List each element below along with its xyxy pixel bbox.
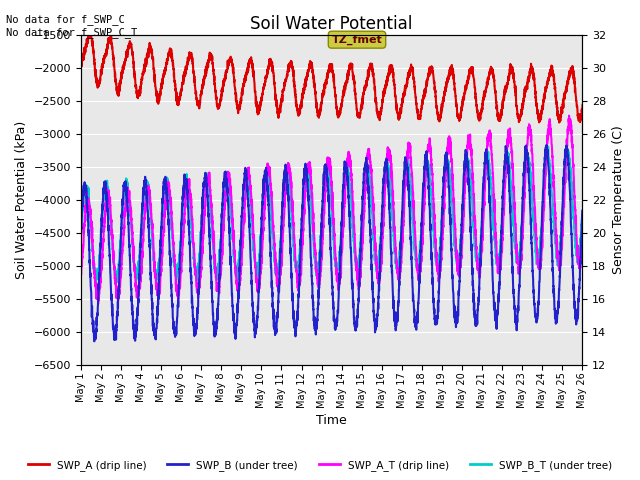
Y-axis label: Soil Water Potential (kPa): Soil Water Potential (kPa) xyxy=(15,120,28,279)
Text: TZ_fmet: TZ_fmet xyxy=(332,35,382,45)
X-axis label: Time: Time xyxy=(316,414,347,427)
Text: No data for f_SWP_C
No data for f_SWP_C_T: No data for f_SWP_C No data for f_SWP_C_… xyxy=(6,14,138,38)
Y-axis label: Sensor Temperature (C): Sensor Temperature (C) xyxy=(612,125,625,274)
Legend: SWP_A (drip line), SWP_B (under tree), SWP_A_T (drip line), SWP_B_T (under tree): SWP_A (drip line), SWP_B (under tree), S… xyxy=(24,456,616,475)
Title: Soil Water Potential: Soil Water Potential xyxy=(250,15,413,33)
